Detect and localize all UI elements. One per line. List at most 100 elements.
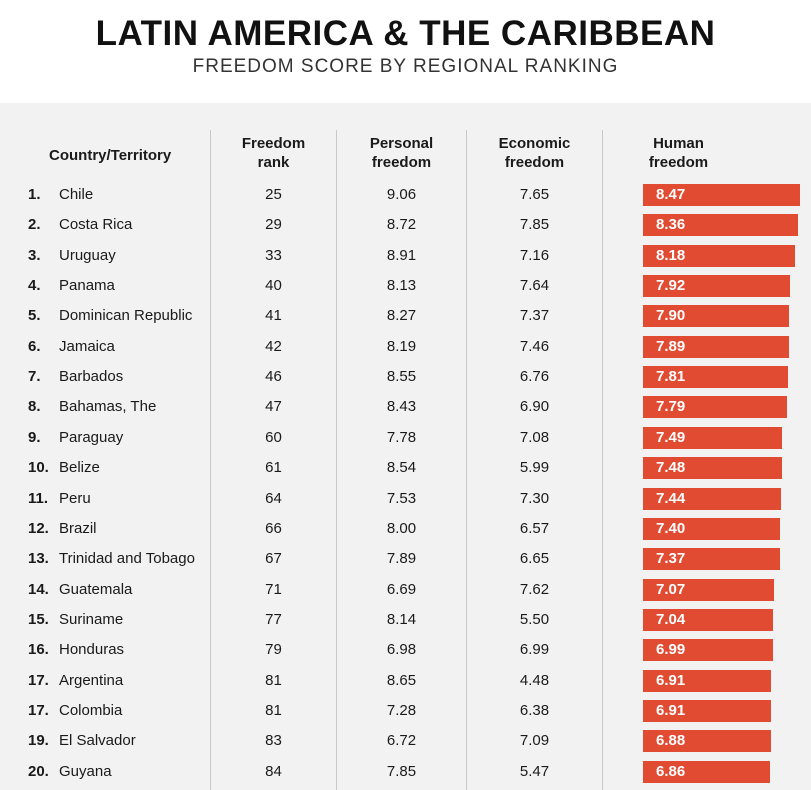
human-freedom-bar bbox=[643, 366, 788, 389]
row-economic-freedom: 7.85 bbox=[519, 216, 550, 234]
row-freedom-rank: 42 bbox=[265, 337, 282, 355]
human-freedom-value: 8.47 bbox=[656, 186, 686, 203]
header-personal-line2: freedom bbox=[371, 154, 432, 171]
row-country: Dominican Republic bbox=[59, 307, 193, 325]
row-position: 6. bbox=[28, 337, 41, 355]
row-personal-freedom: 8.54 bbox=[386, 459, 417, 477]
row-personal-freedom: 6.98 bbox=[386, 641, 417, 659]
human-freedom-value: 7.79 bbox=[656, 398, 686, 416]
human-freedom-value: 7.04 bbox=[656, 610, 686, 628]
header-personal-freedom: Personal freedom bbox=[337, 134, 466, 172]
row-personal-freedom: 8.19 bbox=[386, 337, 417, 355]
human-freedom-bar bbox=[643, 184, 800, 206]
row-economic-freedom: 7.37 bbox=[519, 307, 550, 325]
row-freedom-rank: 46 bbox=[265, 368, 282, 386]
row-personal-freedom: 8.13 bbox=[386, 277, 417, 295]
column-divider bbox=[336, 130, 337, 790]
human-freedom-bar bbox=[643, 335, 789, 358]
row-country: Peru bbox=[59, 489, 91, 507]
header-human-freedom: Human freedom bbox=[636, 134, 721, 172]
human-freedom-value: 6.88 bbox=[656, 732, 686, 750]
row-country: Uruguay bbox=[59, 246, 116, 264]
row-position: 16. bbox=[28, 641, 49, 659]
row-country: Argentina bbox=[59, 671, 124, 689]
human-freedom-value: 7.89 bbox=[656, 337, 686, 355]
row-economic-freedom: 7.64 bbox=[519, 277, 550, 295]
row-country: Costa Rica bbox=[59, 216, 133, 234]
human-freedom-value: 6.86 bbox=[656, 762, 686, 780]
header-human-line1: Human bbox=[653, 135, 704, 152]
row-country: Suriname bbox=[59, 610, 124, 628]
row-freedom-rank: 81 bbox=[265, 671, 282, 689]
human-freedom-value: 7.44 bbox=[656, 489, 686, 507]
row-country: Barbados bbox=[59, 368, 124, 386]
header-human-line2: freedom bbox=[648, 154, 709, 171]
human-freedom-bar bbox=[643, 396, 787, 419]
row-freedom-rank: 84 bbox=[265, 762, 282, 780]
header-freedom-rank-line1: Freedom bbox=[241, 135, 306, 152]
row-country: Belize bbox=[59, 459, 100, 477]
column-divider bbox=[602, 130, 603, 790]
row-economic-freedom: 7.16 bbox=[519, 246, 550, 264]
header-economic-freedom: Economic freedom bbox=[467, 134, 602, 172]
chart-subtitle: FREEDOM SCORE BY REGIONAL RANKING bbox=[192, 56, 619, 77]
human-freedom-bar bbox=[643, 760, 770, 783]
human-freedom-bar bbox=[643, 487, 781, 510]
row-freedom-rank: 66 bbox=[265, 519, 282, 537]
row-personal-freedom: 7.78 bbox=[386, 428, 417, 446]
row-personal-freedom: 8.65 bbox=[386, 671, 417, 689]
row-position: 3. bbox=[28, 246, 41, 264]
chart-title: LATIN AMERICA & THE CARIBBEAN bbox=[95, 14, 716, 53]
row-freedom-rank: 79 bbox=[265, 641, 282, 659]
row-personal-freedom: 7.28 bbox=[386, 701, 417, 719]
row-freedom-rank: 47 bbox=[265, 398, 282, 416]
row-country: Trinidad and Tobago bbox=[59, 550, 195, 568]
row-economic-freedom: 7.30 bbox=[519, 489, 550, 507]
row-personal-freedom: 8.14 bbox=[386, 610, 417, 628]
human-freedom-value: 6.91 bbox=[656, 701, 686, 719]
human-freedom-value: 7.92 bbox=[656, 277, 686, 295]
column-divider bbox=[210, 130, 211, 790]
row-freedom-rank: 61 bbox=[265, 459, 282, 477]
human-freedom-bar bbox=[643, 244, 795, 267]
row-personal-freedom: 7.85 bbox=[386, 762, 417, 780]
row-freedom-rank: 41 bbox=[265, 307, 282, 325]
row-freedom-rank: 67 bbox=[265, 550, 282, 568]
row-position: 7. bbox=[28, 368, 41, 386]
row-freedom-rank: 71 bbox=[265, 580, 282, 598]
row-personal-freedom: 8.27 bbox=[386, 307, 417, 325]
human-freedom-value: 7.49 bbox=[656, 428, 686, 446]
header-freedom-rank: Freedom rank bbox=[211, 134, 336, 172]
header-economic-line2: freedom bbox=[504, 154, 565, 171]
row-freedom-rank: 81 bbox=[265, 701, 282, 719]
row-position: 9. bbox=[28, 428, 41, 446]
human-freedom-value: 8.36 bbox=[656, 216, 686, 234]
row-economic-freedom: 7.08 bbox=[519, 428, 550, 446]
human-freedom-value: 7.07 bbox=[656, 580, 686, 598]
row-position: 20. bbox=[28, 762, 49, 780]
column-divider bbox=[466, 130, 467, 790]
row-country: Colombia bbox=[59, 701, 123, 719]
row-position: 12. bbox=[28, 519, 49, 537]
row-country: Chile bbox=[59, 186, 94, 203]
row-freedom-rank: 83 bbox=[265, 732, 282, 750]
row-freedom-rank: 60 bbox=[265, 428, 282, 446]
row-position: 2. bbox=[28, 216, 41, 234]
row-position: 17. bbox=[28, 671, 49, 689]
row-economic-freedom: 5.99 bbox=[519, 459, 550, 477]
row-economic-freedom: 7.65 bbox=[519, 186, 550, 203]
row-personal-freedom: 8.91 bbox=[386, 246, 417, 264]
row-position: 13. bbox=[28, 550, 49, 568]
row-personal-freedom: 8.00 bbox=[386, 519, 417, 537]
human-freedom-bar bbox=[643, 517, 780, 540]
header-personal-line1: Personal bbox=[369, 135, 434, 152]
row-country: Bahamas, The bbox=[59, 398, 157, 416]
row-personal-freedom: 8.55 bbox=[386, 368, 417, 386]
header-country: Country/Territory bbox=[49, 147, 172, 164]
human-freedom-value: 6.99 bbox=[656, 641, 686, 659]
row-personal-freedom: 8.43 bbox=[386, 398, 417, 416]
row-country: Paraguay bbox=[59, 428, 124, 446]
row-position: 1. bbox=[28, 186, 41, 203]
human-freedom-bar bbox=[643, 275, 790, 298]
row-personal-freedom: 9.06 bbox=[386, 186, 417, 203]
